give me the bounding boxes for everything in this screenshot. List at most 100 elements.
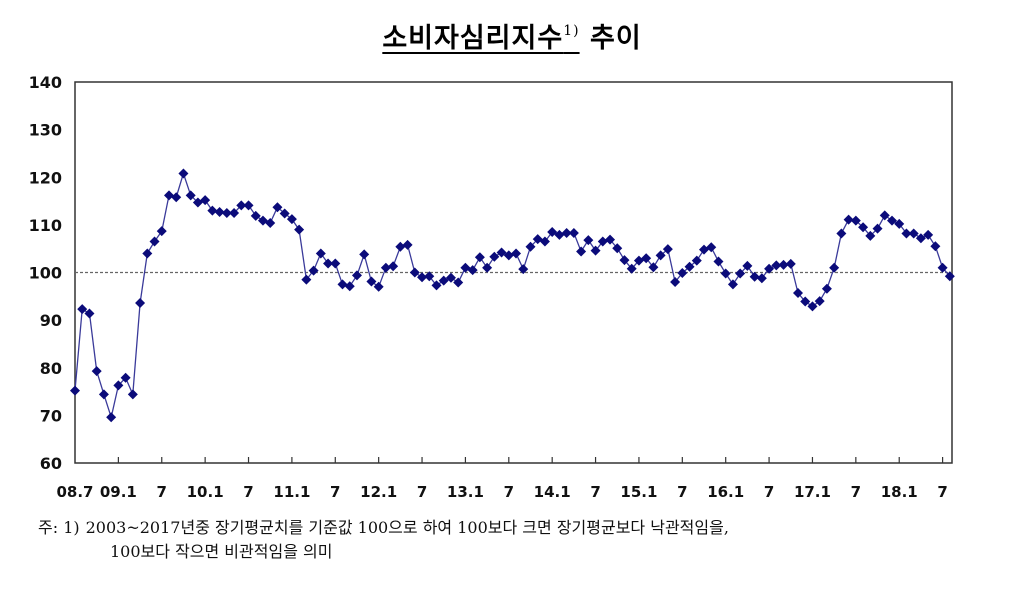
data-point-diamond xyxy=(677,267,688,278)
data-point-diamond xyxy=(171,192,182,203)
data-point-diamond xyxy=(323,258,334,269)
data-point-diamond xyxy=(547,227,558,238)
data-point-diamond xyxy=(720,268,731,279)
data-point-diamond xyxy=(886,215,897,226)
data-point-diamond xyxy=(641,253,652,264)
data-point-diamond xyxy=(735,268,746,279)
series-line xyxy=(74,171,951,420)
x-tick-label: 7 xyxy=(590,483,600,501)
data-point-diamond xyxy=(937,262,948,273)
data-point-diamond xyxy=(178,168,189,179)
x-tick-label: 13.1 xyxy=(447,483,484,501)
data-point-diamond xyxy=(120,372,131,383)
data-point-diamond xyxy=(858,222,869,233)
data-point-diamond xyxy=(84,308,95,319)
y-tick-label: 110 xyxy=(29,216,62,235)
data-point-diamond xyxy=(872,223,883,234)
data-point-diamond xyxy=(286,214,297,225)
data-point-diamond xyxy=(626,263,637,274)
footnote-line-2: 100보다 작으면 비관적임을 의미 xyxy=(110,542,333,561)
data-point-diamond xyxy=(800,296,811,307)
x-tick-label: 08.7 xyxy=(56,483,93,501)
x-tick-label: 7 xyxy=(417,483,427,501)
x-tick-label: 7 xyxy=(330,483,340,501)
chart-title: 소비자심리지수1) 추이 xyxy=(0,16,1024,55)
data-point-diamond xyxy=(142,248,153,259)
data-point-diamond xyxy=(605,234,616,245)
y-tick-label: 100 xyxy=(29,264,62,283)
x-tick-label: 7 xyxy=(764,483,774,501)
x-tick-label: 11.1 xyxy=(273,483,310,501)
y-tick-label: 70 xyxy=(40,406,62,425)
data-point-diamond xyxy=(727,279,738,290)
data-point-diamond xyxy=(785,258,796,269)
data-point-diamond xyxy=(793,287,803,298)
x-tick-label: 7 xyxy=(851,483,861,501)
x-tick-label: 12.1 xyxy=(360,483,397,501)
data-point-diamond xyxy=(742,260,753,271)
data-point-diamond xyxy=(207,205,218,216)
line-chart: 60 70 80 90 100 110 120 130 140 08.7 09.1 7 10.1 7 11… xyxy=(29,73,955,501)
data-point-diamond xyxy=(200,195,211,206)
data-point-diamond xyxy=(778,259,789,270)
data-point-diamond xyxy=(944,271,955,282)
data-point-diamond xyxy=(930,241,941,252)
data-point-diamond xyxy=(149,236,160,247)
data-point-diamond xyxy=(764,263,775,274)
title-text: 소비자심리지수 xyxy=(382,23,564,54)
data-point-diamond xyxy=(568,227,579,238)
data-point-diamond xyxy=(865,230,876,241)
data-point-diamond xyxy=(713,256,724,267)
data-point-diamond xyxy=(539,236,550,247)
data-point-diamond xyxy=(91,366,102,377)
y-tick-label: 130 xyxy=(29,121,62,140)
data-point-diamond xyxy=(279,208,290,219)
footnote-prefix: 주: 1) xyxy=(38,518,80,537)
data-point-diamond xyxy=(272,202,283,213)
data-point-diamond xyxy=(359,249,370,260)
data-point-diamond xyxy=(409,267,420,278)
data-point-diamond xyxy=(561,227,572,238)
data-point-diamond xyxy=(923,229,934,240)
data-point-diamond xyxy=(597,236,608,247)
data-point-diamond xyxy=(229,207,240,218)
data-point-diamond xyxy=(337,279,348,290)
data-point-diamond xyxy=(843,214,854,225)
data-point-diamond xyxy=(901,228,912,239)
data-point-diamond xyxy=(706,242,717,253)
data-point-diamond xyxy=(214,207,225,218)
y-tick-label: 140 xyxy=(29,73,62,92)
data-point-diamond xyxy=(315,248,326,259)
x-tick-label: 17.1 xyxy=(794,483,831,501)
data-point-diamond xyxy=(619,255,630,266)
y-tick-label: 80 xyxy=(40,359,62,378)
data-point-diamond xyxy=(330,258,341,269)
data-point-diamond xyxy=(771,260,782,271)
data-point-diamond xyxy=(836,228,847,239)
data-point-diamond xyxy=(344,281,355,292)
data-point-diamond xyxy=(351,270,362,281)
data-point-diamond xyxy=(301,274,312,285)
data-point-diamond xyxy=(749,271,760,282)
data-point-diamond xyxy=(518,264,529,275)
footnote-line-1: 2003~2017년중 장기평균치를 기준값 100으로 하여 100보다 크면… xyxy=(85,518,729,537)
data-point-diamond xyxy=(482,262,493,273)
y-tick-label: 90 xyxy=(40,311,62,330)
data-point-diamond xyxy=(756,273,767,284)
data-point-diamond xyxy=(388,261,399,272)
x-tick-label: 7 xyxy=(157,483,167,501)
data-point-diamond xyxy=(829,262,840,273)
data-point-diamond xyxy=(424,271,435,282)
data-point-diamond xyxy=(438,275,449,286)
x-tick-label: 7 xyxy=(243,483,253,501)
data-point-diamond xyxy=(684,261,695,272)
data-point-diamond xyxy=(156,226,167,237)
x-tick-label: 10.1 xyxy=(187,483,224,501)
data-point-diamond xyxy=(163,190,174,201)
data-point-diamond xyxy=(106,412,117,423)
series-markers xyxy=(70,168,955,423)
data-point-diamond xyxy=(395,241,406,252)
data-point-diamond xyxy=(807,301,818,312)
data-point-diamond xyxy=(445,272,456,283)
data-point-diamond xyxy=(670,277,681,288)
